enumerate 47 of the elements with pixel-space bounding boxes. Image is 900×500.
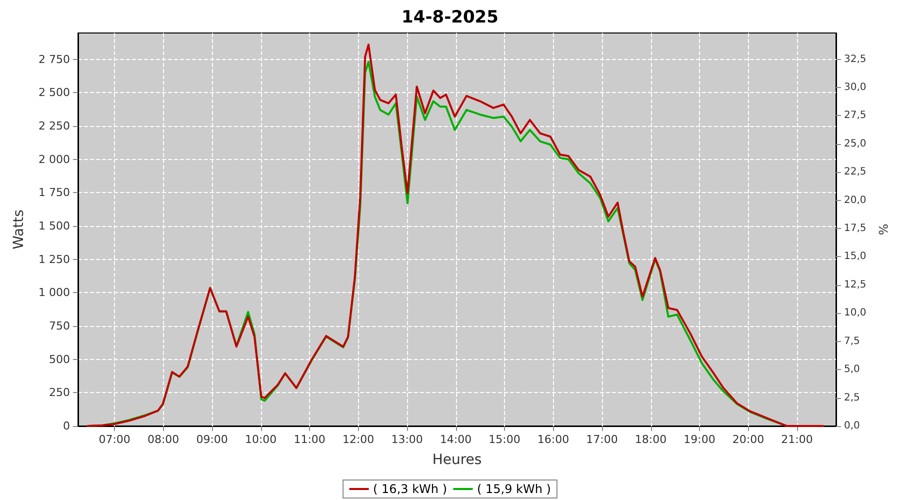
legend-label: ( 16,3 kWh )	[373, 482, 448, 496]
y2-tick-label: 15,0	[844, 251, 866, 262]
x-tick-label: 10:00	[244, 433, 277, 446]
y-tick-label: 2 000	[38, 152, 70, 166]
x-tick-label: 16:00	[537, 433, 570, 446]
y-tick-label: 2 750	[38, 52, 70, 66]
y2-tick-label: 25,0	[844, 138, 866, 150]
y2-tick-label: 17,5	[844, 223, 866, 234]
x-tick-label: 21:00	[781, 433, 813, 446]
x-tick-label: 14:00	[440, 433, 472, 446]
x-tick-label: 18:00	[634, 433, 667, 446]
y-tick-label: 1 750	[38, 186, 70, 200]
y2-tick-label: 0,0	[844, 420, 860, 432]
y-tick-label: 2 250	[38, 119, 70, 132]
x-tick-label: 09:00	[196, 433, 228, 446]
y-tick-label: 1 000	[38, 286, 70, 300]
chart-title: 14-8-2025	[402, 8, 498, 28]
x-tick-label: 19:00	[684, 433, 716, 446]
y2-tick-label: 27,5	[844, 110, 866, 122]
y2-axis-title: %	[876, 224, 890, 236]
y2-tick-label: 30,0	[844, 82, 866, 93]
y2-tick-label: 20,0	[844, 194, 866, 206]
y2-tick-label: 12,5	[844, 279, 866, 290]
y-tick-label: 500	[49, 352, 70, 366]
y-tick-label: 1 500	[38, 219, 70, 232]
x-tick-label: 07:00	[98, 433, 130, 446]
x-tick-label: 20:00	[732, 433, 764, 446]
y-axis-title: Watts	[11, 210, 27, 250]
x-tick-label: 13:00	[391, 433, 423, 446]
legend-label: ( 15,9 kWh )	[477, 482, 551, 496]
x-tick-label: 11:00	[294, 433, 326, 446]
y-tick-label: 1 250	[38, 252, 70, 266]
y2-tick-label: 32,5	[844, 54, 866, 65]
y-tick-label: 2 500	[38, 86, 70, 100]
y-tick-label: 0	[63, 420, 70, 432]
y2-tick-label: 22,5	[844, 166, 866, 178]
x-tick-label: 15:00	[488, 433, 520, 446]
y2-tick-label: 7,5	[844, 336, 860, 347]
x-tick-label: 12:00	[342, 433, 374, 446]
y2-tick-label: 10,0	[844, 308, 866, 319]
y2-tick-label: 5,0	[844, 364, 860, 376]
y-tick-label: 250	[49, 386, 70, 400]
x-axis-title: Heures	[432, 452, 482, 468]
y-tick-label: 750	[49, 319, 70, 332]
x-tick-label: 08:00	[147, 433, 180, 446]
x-tick-label: 17:00	[586, 433, 618, 446]
y2-tick-label: 2,5	[844, 392, 860, 404]
